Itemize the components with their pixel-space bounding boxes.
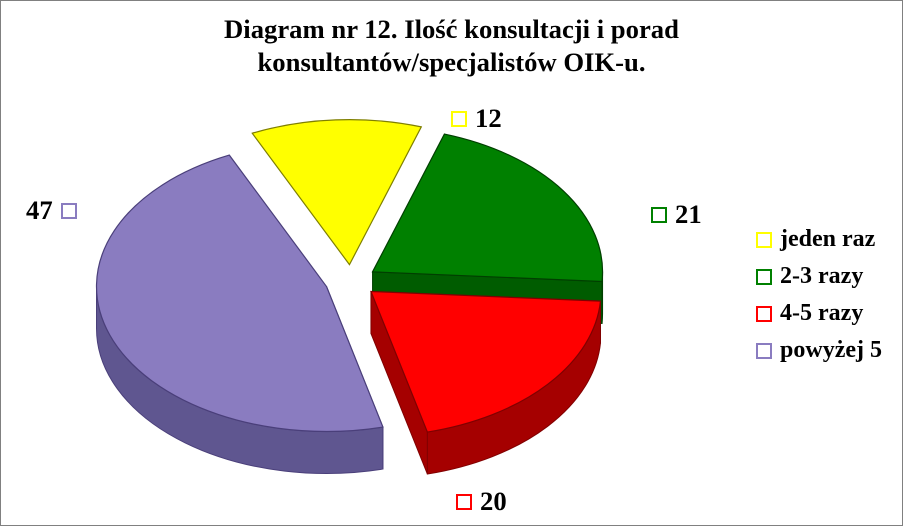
legend-item-jeden_raz: jeden raz (756, 226, 882, 253)
pie-chart (61, 81, 621, 511)
data-label-jeden_raz: 12 (451, 103, 502, 134)
data-label-swatch (451, 111, 467, 127)
data-label-swatch (456, 494, 472, 510)
data-label-powyzej_5: 47 (26, 195, 77, 226)
legend-item-powyzej_5: powyżej 5 (756, 337, 882, 364)
legend-swatch (756, 306, 772, 322)
legend-label: 2-3 razy (780, 263, 863, 290)
legend: jeden raz 2-3 razy 4-5 razy powyżej 5 (756, 226, 882, 364)
legend-label: jeden raz (780, 226, 875, 253)
chart-title-line1: Diagram nr 12. Ilość konsultacji i porad (1, 13, 902, 46)
data-label-value: 12 (475, 103, 502, 134)
legend-swatch (756, 343, 772, 359)
legend-swatch (756, 269, 772, 285)
data-label-4_5_razy: 20 (456, 486, 507, 517)
chart-frame: Diagram nr 12. Ilość konsultacji i porad… (0, 0, 903, 526)
chart-title-line2: konsultantów/specjalistów OIK-u. (1, 46, 902, 79)
data-label-value: 20 (480, 486, 507, 517)
data-label-value: 47 (26, 195, 53, 226)
legend-item-2_3_razy: 2-3 razy (756, 263, 882, 290)
data-label-2_3_razy: 21 (651, 199, 702, 230)
chart-title: Diagram nr 12. Ilość konsultacji i porad… (1, 13, 902, 80)
legend-label: 4-5 razy (780, 300, 863, 327)
data-label-value: 21 (675, 199, 702, 230)
pie-svg (61, 81, 621, 511)
legend-swatch (756, 232, 772, 248)
data-label-swatch (651, 207, 667, 223)
legend-label: powyżej 5 (780, 337, 882, 364)
data-label-swatch (61, 203, 77, 219)
legend-item-4_5_razy: 4-5 razy (756, 300, 882, 327)
